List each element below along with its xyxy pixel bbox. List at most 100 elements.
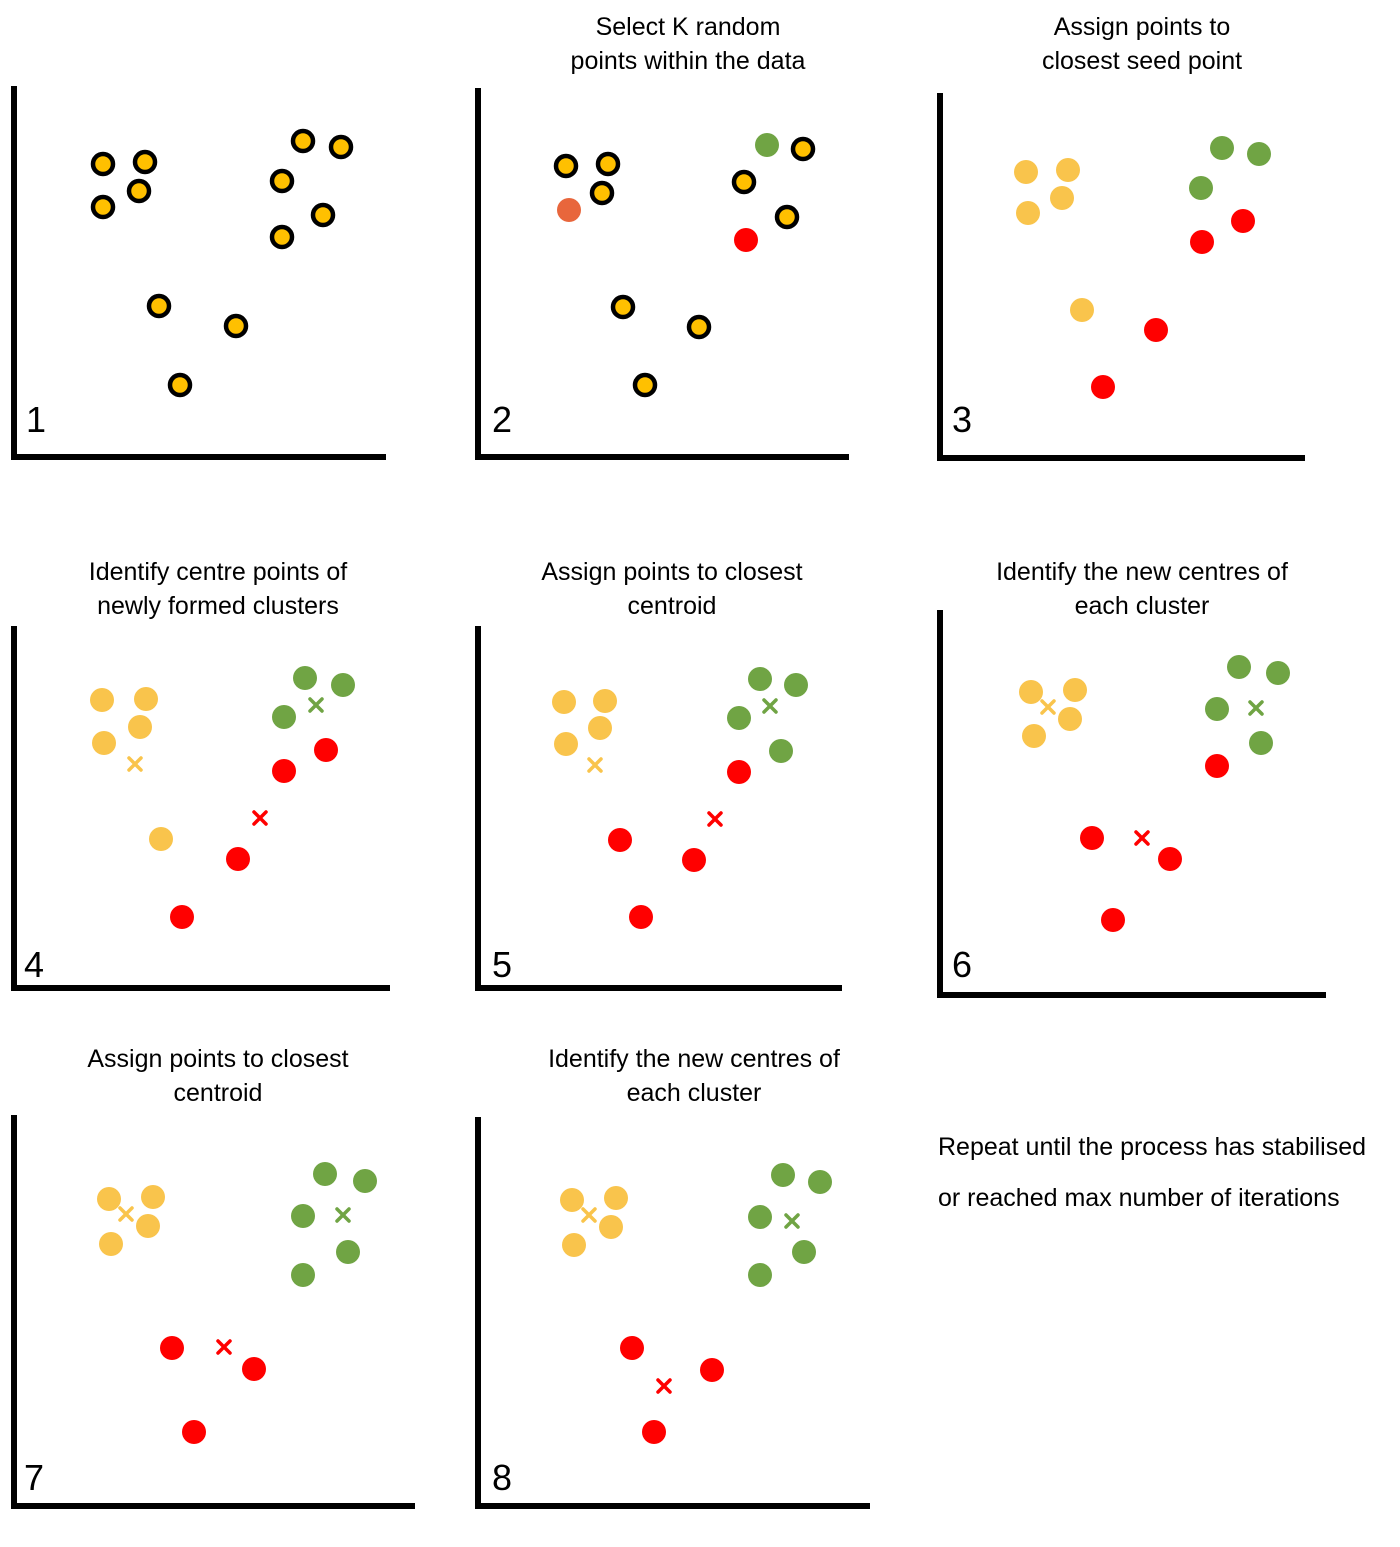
- data-point: [1080, 826, 1104, 850]
- data-point: [1249, 731, 1273, 755]
- data-point: [353, 1169, 377, 1193]
- centroid-marker: [118, 1206, 134, 1222]
- data-point: [682, 848, 706, 872]
- data-point: [560, 1188, 584, 1212]
- data-point: [599, 1215, 623, 1239]
- data-point: [1022, 724, 1046, 748]
- data-point: [632, 372, 658, 398]
- data-point: [1205, 754, 1229, 778]
- data-point: [589, 180, 615, 206]
- data-point: [608, 828, 632, 852]
- panel-7-title: Assign points to closest centroid: [87, 1045, 349, 1107]
- data-point: [1091, 375, 1115, 399]
- data-point: [328, 134, 354, 160]
- centroid-marker: [308, 697, 324, 713]
- data-point: [90, 151, 116, 177]
- data-point: [1158, 847, 1182, 871]
- data-point: [223, 313, 249, 339]
- data-point: [748, 667, 772, 691]
- repeat-note: Repeat until the process has stabilised …: [938, 1133, 1367, 1212]
- panel-number: 6: [952, 944, 972, 985]
- centroid-marker: [1248, 700, 1264, 716]
- data-point: [610, 294, 636, 320]
- data-point: [126, 178, 152, 204]
- data-point: [554, 732, 578, 756]
- data-point: [290, 128, 316, 154]
- data-point: [553, 153, 579, 179]
- data-point: [134, 687, 158, 711]
- data-point: [146, 293, 172, 319]
- data-point: [1144, 318, 1168, 342]
- data-point: [92, 731, 116, 755]
- data-point: [595, 151, 621, 177]
- data-point: [731, 169, 757, 195]
- data-point: [1050, 186, 1074, 210]
- panel-number: 8: [492, 1457, 512, 1498]
- data-point: [97, 1187, 121, 1211]
- data-point: [784, 673, 808, 697]
- centroid-marker: [707, 811, 723, 827]
- data-point: [604, 1186, 628, 1210]
- data-point: [269, 224, 295, 250]
- data-point: [1190, 230, 1214, 254]
- data-point: [293, 666, 317, 690]
- data-point: [242, 1357, 266, 1381]
- data-point: [167, 372, 193, 398]
- data-point: [310, 202, 336, 228]
- panel-number: 2: [492, 399, 512, 440]
- data-point: [755, 133, 779, 157]
- centroid-marker: [335, 1207, 351, 1223]
- panel-6-title: Identify the new centres of each cluster: [996, 558, 1288, 620]
- data-point: [748, 1263, 772, 1287]
- data-point: [272, 705, 296, 729]
- data-point: [1019, 680, 1043, 704]
- centroid-marker: [216, 1339, 232, 1355]
- data-point: [90, 194, 116, 220]
- centroid-marker: [762, 698, 778, 714]
- data-point: [170, 905, 194, 929]
- data-point: [769, 739, 793, 763]
- data-point: [727, 706, 751, 730]
- centroid-marker: [587, 757, 603, 773]
- data-point: [734, 228, 758, 252]
- data-point: [1101, 908, 1125, 932]
- data-point: [226, 847, 250, 871]
- data-point: [642, 1420, 666, 1444]
- data-point: [792, 1240, 816, 1264]
- data-point: [686, 314, 712, 340]
- centroid-marker: [127, 756, 143, 772]
- centroid-marker: [1040, 699, 1056, 715]
- data-point: [1063, 678, 1087, 702]
- data-point: [790, 136, 816, 162]
- data-point: [588, 716, 612, 740]
- data-point: [149, 827, 173, 851]
- data-point: [132, 149, 158, 175]
- data-point: [291, 1204, 315, 1228]
- data-point: [620, 1336, 644, 1360]
- data-point: [1266, 661, 1290, 685]
- data-point: [1231, 209, 1255, 233]
- data-point: [771, 1163, 795, 1187]
- data-point: [1205, 697, 1229, 721]
- data-point: [1070, 298, 1094, 322]
- data-point: [136, 1214, 160, 1238]
- data-point: [99, 1232, 123, 1256]
- data-point: [774, 204, 800, 230]
- data-point: [629, 905, 653, 929]
- data-point: [727, 760, 751, 784]
- data-point: [1014, 160, 1038, 184]
- panel-number: 7: [24, 1457, 44, 1498]
- data-point: [552, 690, 576, 714]
- panel-number: 3: [952, 399, 972, 440]
- data-point: [128, 715, 152, 739]
- data-point: [700, 1358, 724, 1382]
- centroid-marker: [252, 810, 268, 826]
- data-point: [1189, 176, 1213, 200]
- data-point: [182, 1420, 206, 1444]
- data-point: [1210, 136, 1234, 160]
- centroid-marker: [656, 1378, 672, 1394]
- data-point: [1056, 158, 1080, 182]
- data-point: [1247, 142, 1271, 166]
- panel-3-title: Assign points to closest seed point: [1041, 13, 1243, 75]
